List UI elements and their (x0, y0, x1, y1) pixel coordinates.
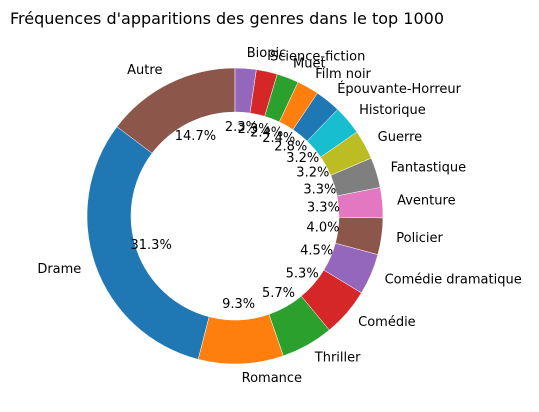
pct-label-historique: 3.2% (286, 151, 319, 166)
pct-label-comedie: 5.3% (286, 267, 319, 282)
category-label-aventure: Aventure (397, 194, 455, 209)
pct-label-epouvante-horreur: 2.8% (274, 139, 307, 154)
category-label-science-fiction: Science-fiction (270, 50, 365, 65)
category-label-policier: Policier (396, 231, 443, 246)
category-label-guerre: Guerre (378, 130, 422, 145)
category-label-film-noir: Film noir (315, 67, 371, 82)
pct-label-romance: 9.3% (222, 297, 255, 312)
category-label-comedie: Comédie (358, 315, 416, 330)
pct-label-biopic: 2.3% (225, 120, 258, 135)
category-label-romance: Romance (242, 371, 302, 386)
pct-label-science-fiction: 2.3% (238, 122, 271, 137)
slice-romance (197, 313, 284, 365)
category-label-autre: Autre (127, 63, 162, 78)
chart-title: Fréquences d'apparitions des genres dans… (10, 9, 444, 28)
pct-label-policier: 4.0% (306, 221, 339, 236)
pct-label-aventure: 3.3% (307, 200, 340, 215)
labels-layer: Autre 14.7% Drame 31.3% Romance 9.3% Thriller 5… (37, 46, 521, 386)
pct-label-drame: 31.3% (131, 238, 172, 253)
pct-label-muet: 2.4% (250, 126, 283, 141)
category-label-thriller: Thriller (314, 350, 361, 365)
pct-label-fantastique: 3.3% (303, 182, 336, 197)
category-label-biopic: Biopic (247, 46, 287, 61)
pct-label-thriller: 5.7% (262, 286, 295, 301)
slice-biopic (234, 67, 257, 114)
category-label-comedie-dramatique: Comédie dramatique (385, 273, 522, 288)
pct-label-guerre: 3.2% (296, 166, 329, 181)
pct-label-autre: 14.7% (175, 129, 216, 144)
category-label-muet: Muet (293, 56, 326, 71)
category-label-drame: Drame (37, 262, 81, 277)
slice-drame (86, 126, 210, 360)
category-label-historique: Historique (359, 103, 426, 118)
pct-label-comedie-dramatique: 4.5% (300, 244, 333, 259)
category-label-epouvante-horreur: Épouvante-Horreur (337, 81, 461, 97)
category-label-fantastique: Fantastique (391, 161, 467, 176)
slices-layer (86, 67, 384, 365)
pct-label-film-noir: 2.4% (262, 131, 295, 146)
